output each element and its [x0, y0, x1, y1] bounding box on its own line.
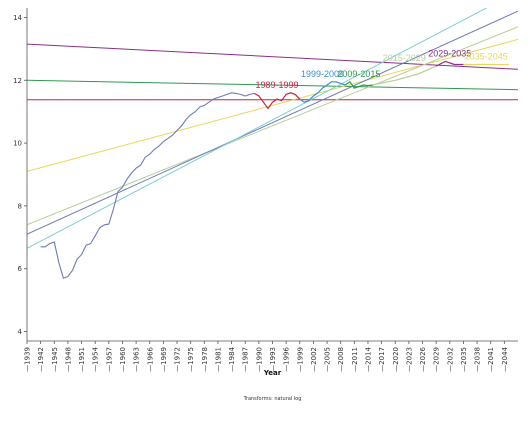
main-series — [40, 92, 255, 279]
segment-line-1989-1999 — [254, 92, 301, 110]
x-tick-label: —2023 — [405, 347, 413, 372]
x-tick-label: —2026 — [419, 346, 427, 371]
x-tick-label: —1948 — [64, 347, 72, 372]
x-tick-label: —1954 — [92, 346, 100, 371]
reference-line-2 — [27, 79, 518, 91]
reference-line-7 — [27, 8, 488, 249]
x-tick-label: —1984 — [228, 346, 236, 371]
x-tick-label: —2017 — [378, 347, 386, 372]
reference-lines — [27, 8, 518, 249]
segment-series — [254, 60, 509, 110]
x-tick-label: —1957 — [105, 347, 113, 372]
segment-label-2029-2035: 2029-2035 — [428, 48, 471, 58]
x-tick-label: —1942 — [37, 347, 45, 372]
x-tick-label: —1972 — [174, 347, 182, 372]
x-tick-label: —1987 — [242, 347, 250, 372]
segment-line-2015-2029 — [372, 65, 437, 86]
y-tick-label: 4 — [18, 328, 23, 336]
x-tick-label: —2011 — [351, 347, 359, 372]
x-tick-label: —1939 — [24, 347, 32, 372]
reference-line-4 — [27, 38, 518, 172]
x-tick-label: —1981 — [214, 347, 222, 372]
x-tick-label: —2038 — [474, 347, 482, 372]
x-tick-label: —2020 — [392, 347, 400, 372]
y-tick-label: 8 — [18, 202, 22, 210]
y-tick-label: 12 — [13, 77, 22, 85]
x-tick-label: —2041 — [487, 347, 495, 372]
segment-line-1999-2009 — [299, 81, 346, 103]
x-tick-label: —1996 — [283, 346, 291, 371]
y-axis-ticks: 4 6 8 10 12 14 — [13, 14, 27, 336]
segment-label-2015-2029: 2015-2029 — [383, 53, 426, 63]
segment-line-2029-2035 — [435, 60, 464, 67]
x-tick-label: —1990 — [255, 347, 263, 372]
x-tick-label: —1945 — [51, 347, 59, 372]
x-tick-label: —2014 — [365, 346, 373, 371]
segment-label-2009-2015: 2009-2015 — [337, 69, 380, 79]
x-tick-label: —2008 — [337, 347, 345, 372]
segment-label-1989-1999: 1989-1999 — [255, 80, 298, 90]
reference-line-5 — [27, 26, 518, 226]
x-tick-label: —2029 — [433, 347, 441, 372]
segment-line-2009-2015 — [344, 80, 373, 89]
x-tick-label: —2032 — [446, 347, 454, 372]
x-axis-ticks: —1939 —1942 —1945 —1948 —1951 —1954 —1957 —1960… — [24, 341, 509, 372]
x-tick-label: —1963 — [133, 347, 141, 372]
y-tick-label: 14 — [13, 14, 22, 22]
x-tick-label: —1975 — [187, 347, 195, 372]
x-tick-label: —1993 — [269, 347, 277, 372]
x-tick-label: —2005 — [324, 347, 332, 372]
y-tick-label: 6 — [18, 265, 23, 273]
x-tick-label: —1969 — [160, 347, 168, 372]
x-axis-title: Year — [263, 369, 282, 377]
x-tick-label: —1960 — [119, 347, 127, 372]
x-tick-label: —1966 — [146, 346, 154, 371]
axes: 4 6 8 10 12 14 —1939 —1942 —1945 —1948 —1951 —1954… — [13, 8, 518, 372]
reference-line-3 — [27, 43, 518, 70]
reference-line-6 — [27, 10, 518, 235]
segment-label-1999-2009: 1999-2009 — [301, 69, 344, 79]
x-tick-label: —1951 — [78, 347, 86, 372]
x-tick-label: —2002 — [310, 347, 318, 372]
y-tick-label: 10 — [13, 140, 22, 148]
main-series-line — [40, 92, 255, 279]
x-tick-label: —2035 — [460, 347, 468, 372]
x-tick-label: —2044 — [501, 346, 509, 371]
segment-label-2035-2045: 2035-2045 — [465, 52, 508, 62]
x-tick-label: —1999 — [296, 347, 304, 372]
transform-footnote: Transforms: natural log — [243, 396, 302, 402]
x-tick-label: —1978 — [201, 347, 209, 372]
